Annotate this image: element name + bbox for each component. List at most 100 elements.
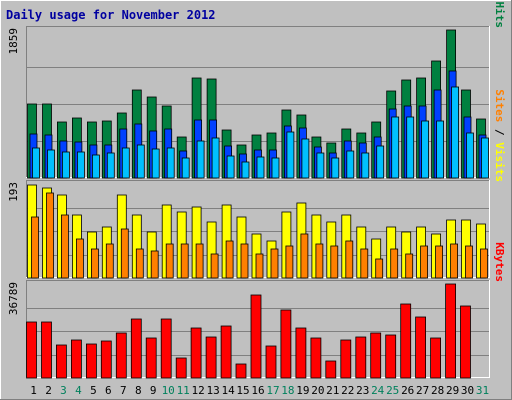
day-label-5: 5: [90, 384, 97, 397]
bar-bot-kbytes-day-13: [205, 336, 217, 379]
day-label-23: 23: [356, 384, 369, 397]
bar-mid-sites-day-12: [195, 243, 204, 279]
panel-top-series-label-part-3: /: [493, 0, 506, 2]
bar-top-pages-day-19: [301, 138, 310, 179]
day-label-29: 29: [446, 384, 459, 397]
bar-mid-sites-day-1: [31, 216, 39, 279]
bar-bot-kbytes-day-14: [220, 325, 232, 379]
bar-top-pages-day-17: [271, 157, 280, 179]
day-label-17: 17: [266, 384, 279, 397]
panel-bot: 36789 KBytes: [7, 242, 506, 379]
bar-top-pages-day-23: [361, 152, 370, 179]
bar-bot-kbytes-day-20: [310, 337, 322, 379]
bar-top-pages-day-8: [136, 144, 145, 179]
panel-top-series-label-part-4: Hits: [493, 2, 506, 29]
bar-bot-kbytes-day-21: [325, 360, 337, 379]
bar-bot-kbytes-day-19: [295, 327, 307, 379]
bar-top-pages-day-26: [406, 116, 415, 179]
bar-bot-kbytes-day-10: [160, 318, 172, 379]
panel-mid-series-label-part-0: Sites: [493, 89, 506, 122]
day-label-14: 14: [221, 384, 235, 397]
bar-top-pages-day-2: [47, 149, 55, 179]
bar-mid-sites-day-9: [150, 250, 159, 279]
bar-bot-kbytes-day-17: [265, 345, 277, 379]
bar-top-pages-day-16: [256, 156, 265, 179]
bar-bot-kbytes-day-25: [385, 334, 397, 379]
bar-mid-sites-day-3: [61, 214, 69, 279]
day-label-22: 22: [341, 384, 354, 397]
day-label-11: 11: [177, 384, 190, 397]
bar-mid-sites-day-30: [465, 245, 473, 279]
bar-mid-sites-day-6: [105, 243, 114, 279]
day-label-20: 20: [311, 384, 324, 397]
bar-top-pages-day-6: [106, 152, 115, 179]
bar-mid-sites-day-16: [255, 253, 264, 279]
bar-top-pages-day-30: [466, 132, 474, 179]
day-label-12: 12: [191, 384, 204, 397]
bar-mid-sites-day-22: [345, 240, 354, 279]
bar-top-pages-day-15: [241, 161, 250, 179]
panel-bot-series-label-part-0: KBytes: [493, 242, 506, 282]
bar-bot-kbytes-day-5: [86, 343, 97, 379]
day-label-25: 25: [386, 384, 399, 397]
bar-mid-sites-day-28: [435, 245, 444, 279]
bar-top-pages-day-5: [92, 154, 100, 179]
bar-mid-sites-day-2: [46, 192, 54, 279]
bar-bot-kbytes-day-3: [56, 344, 67, 379]
day-label-27: 27: [416, 384, 429, 397]
day-label-15: 15: [236, 384, 249, 397]
panel-bot-max-label: 36789: [7, 282, 20, 315]
bar-bot-kbytes-day-15: [235, 363, 247, 379]
bar-top-pages-day-3: [62, 151, 70, 179]
day-label-31: 31: [476, 384, 489, 397]
bar-top-pages-day-21: [331, 157, 340, 179]
bar-mid-sites-day-29: [450, 243, 459, 279]
bar-bot-kbytes-day-1: [26, 321, 37, 379]
bar-mid-sites-day-17: [270, 248, 279, 279]
bar-top-pages-day-31: [481, 137, 489, 179]
bar-bot-kbytes-day-2: [41, 321, 52, 379]
day-label-4: 4: [75, 384, 82, 397]
bar-top-pages-day-1: [32, 147, 40, 179]
bar-mid-sites-day-21: [330, 245, 339, 279]
bar-mid-sites-day-24: [375, 258, 384, 279]
panel-mid-series-label: Sites / Visits: [493, 89, 506, 182]
day-label-24: 24: [371, 384, 385, 397]
bar-mid-sites-day-27: [420, 245, 429, 279]
bar-top-pages-day-10: [166, 147, 175, 179]
bar-mid-sites-day-15: [240, 243, 249, 279]
bar-mid-sites-day-20: [315, 243, 324, 279]
day-label-7: 7: [120, 384, 127, 397]
bar-bot-kbytes-day-27: [415, 316, 427, 379]
day-label-1: 1: [30, 384, 37, 397]
bar-bot-kbytes-day-29: [445, 283, 457, 379]
bar-top-pages-day-22: [346, 150, 355, 179]
bar-bot-kbytes-day-18: [280, 309, 292, 379]
chart-title: Daily usage for November 2012: [6, 8, 216, 22]
day-label-30: 30: [461, 384, 474, 397]
day-axis-labels: 1 2 3 4 5 6 7 8 9 10 11 12 13 14 15 16 17 18 19 20 21 22 23 24 2…: [30, 384, 489, 397]
bar-bot-kbytes-day-16: [250, 294, 262, 379]
bar-bot-kbytes-day-23: [355, 336, 367, 379]
bar-bot-kbytes-day-24: [370, 332, 382, 379]
bar-mid-sites-day-10: [165, 243, 174, 279]
bar-mid-sites-day-26: [405, 253, 414, 279]
panel-top-max-label: 1859: [7, 28, 20, 55]
day-label-2: 2: [45, 384, 52, 397]
bar-bot-kbytes-day-12: [190, 327, 202, 379]
day-label-3: 3: [60, 384, 67, 397]
bar-bot-kbytes-day-8: [130, 318, 142, 379]
bar-top-pages-day-29: [451, 86, 460, 179]
bar-mid-sites-day-31: [480, 248, 488, 279]
day-label-16: 16: [251, 384, 264, 397]
bar-bot-kbytes-day-28: [430, 337, 442, 379]
bar-mid-sites-day-23: [360, 248, 369, 279]
day-label-8: 8: [135, 384, 142, 397]
bar-mid-sites-day-4: [76, 238, 84, 279]
bar-mid-sites-day-11: [180, 243, 189, 279]
bar-bot-kbytes-day-4: [71, 339, 82, 379]
panel-bot-series-label: KBytes: [493, 242, 506, 282]
day-label-13: 13: [206, 384, 219, 397]
bar-top-pages-day-18: [286, 131, 295, 179]
